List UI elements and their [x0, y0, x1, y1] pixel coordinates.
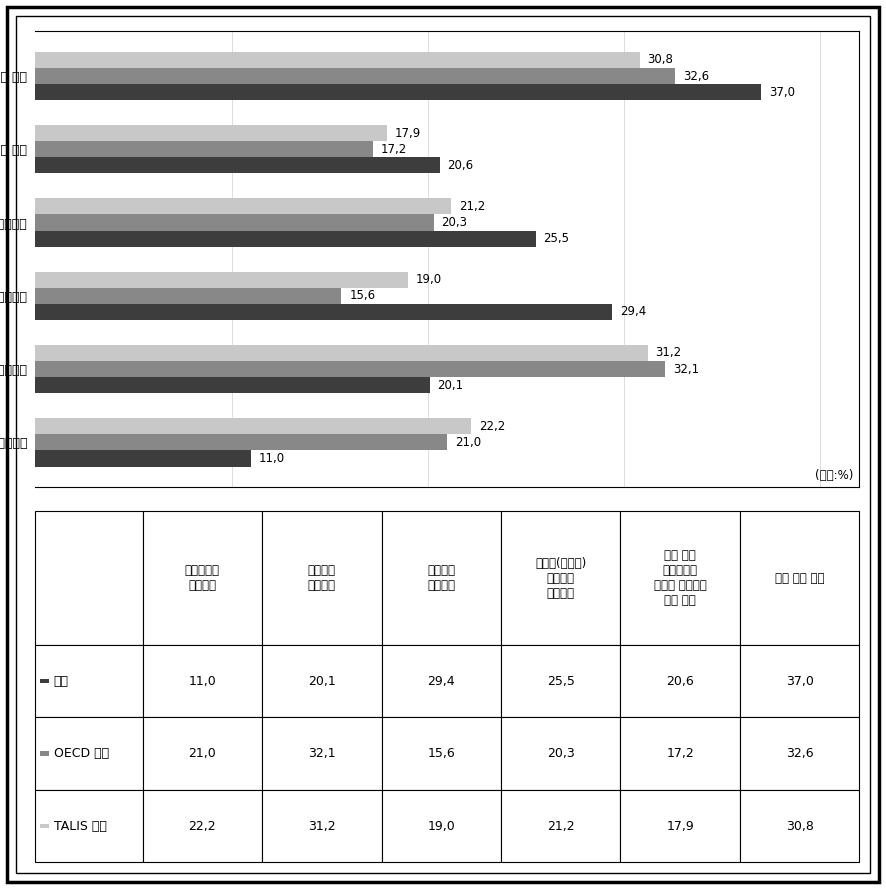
FancyBboxPatch shape [501, 645, 620, 717]
FancyBboxPatch shape [620, 717, 740, 789]
Text: 32,1: 32,1 [308, 747, 336, 760]
Bar [35, 361, 665, 377]
FancyBboxPatch shape [262, 511, 382, 645]
Text: 지원 인력 부족: 지원 인력 부족 [775, 572, 825, 585]
Text: 17,9: 17,9 [394, 126, 421, 140]
FancyBboxPatch shape [382, 645, 501, 717]
Text: 31,2: 31,2 [308, 820, 336, 833]
Text: 17,2: 17,2 [381, 143, 407, 156]
Bar [35, 157, 439, 173]
Text: 29,4: 29,4 [427, 675, 455, 687]
FancyBboxPatch shape [740, 645, 859, 717]
Text: 37,0: 37,0 [786, 675, 813, 687]
FancyBboxPatch shape [740, 789, 859, 862]
FancyBboxPatch shape [740, 717, 859, 789]
Bar [35, 288, 341, 304]
Bar [35, 451, 252, 467]
FancyBboxPatch shape [382, 717, 501, 789]
Bar [35, 52, 640, 68]
FancyBboxPatch shape [35, 645, 143, 717]
Text: 특수교육
교사부족: 특수교육 교사부족 [307, 565, 336, 592]
Text: 11,0: 11,0 [189, 675, 216, 687]
Text: 20,6: 20,6 [447, 159, 473, 172]
Bar [35, 198, 451, 214]
Bar [35, 377, 430, 393]
FancyBboxPatch shape [143, 717, 262, 789]
Text: 20,1: 20,1 [438, 379, 463, 392]
Bar [35, 435, 447, 451]
Text: 다언어(다문화)
교육역량
교사부족: 다언어(다문화) 교육역량 교사부족 [535, 557, 587, 599]
Text: 17,9: 17,9 [666, 820, 694, 833]
FancyBboxPatch shape [143, 511, 262, 645]
FancyBboxPatch shape [35, 717, 143, 789]
Text: 21,2: 21,2 [547, 820, 574, 833]
Text: 15,6: 15,6 [349, 289, 376, 302]
Text: 32,1: 32,1 [673, 363, 699, 375]
Text: 30,8: 30,8 [786, 820, 813, 833]
Bar [35, 272, 408, 288]
FancyBboxPatch shape [35, 511, 143, 645]
Text: (단위:%): (단위:%) [815, 469, 853, 482]
Text: 21,0: 21,0 [189, 747, 216, 760]
Text: 32,6: 32,6 [683, 69, 709, 83]
Text: 32,6: 32,6 [786, 747, 813, 760]
Text: 한국: 한국 [53, 675, 68, 687]
FancyBboxPatch shape [382, 511, 501, 645]
FancyBboxPatch shape [382, 789, 501, 862]
FancyBboxPatch shape [143, 789, 262, 862]
Text: 자격증소지
교사부족: 자격증소지 교사부족 [185, 565, 220, 592]
FancyBboxPatch shape [740, 511, 859, 645]
FancyBboxPatch shape [501, 511, 620, 645]
Text: 11,0: 11,0 [259, 452, 285, 465]
Bar [35, 304, 612, 320]
Text: 17,2: 17,2 [666, 747, 694, 760]
Text: 25,5: 25,5 [547, 675, 575, 687]
Bar [40, 751, 50, 756]
Text: 20,3: 20,3 [547, 747, 575, 760]
Text: 22,2: 22,2 [189, 820, 216, 833]
Text: 21,2: 21,2 [459, 200, 486, 213]
FancyBboxPatch shape [620, 789, 740, 862]
Bar [40, 679, 50, 683]
Text: 20,1: 20,1 [308, 675, 336, 687]
Text: 37,0: 37,0 [769, 85, 795, 99]
Bar [35, 214, 433, 230]
FancyBboxPatch shape [501, 789, 620, 862]
FancyBboxPatch shape [620, 511, 740, 645]
Text: TALIS 평균: TALIS 평균 [53, 820, 106, 833]
Text: 취약 계층
학생지도에
적합한 역량갖춘
교사 부족: 취약 계층 학생지도에 적합한 역량갖춘 교사 부족 [654, 549, 706, 607]
Text: 21,0: 21,0 [455, 436, 481, 449]
Text: 30,8: 30,8 [648, 53, 673, 67]
Text: 직업교육
교사부족: 직업교육 교사부족 [427, 565, 455, 592]
Bar [35, 125, 386, 141]
Text: 25,5: 25,5 [543, 232, 570, 245]
Bar [35, 68, 675, 84]
FancyBboxPatch shape [35, 789, 143, 862]
FancyBboxPatch shape [501, 717, 620, 789]
Text: 29,4: 29,4 [620, 306, 646, 318]
FancyBboxPatch shape [262, 789, 382, 862]
FancyBboxPatch shape [143, 645, 262, 717]
Text: 22,2: 22,2 [478, 420, 505, 433]
Bar [40, 824, 50, 829]
Bar [35, 418, 471, 435]
Bar [35, 345, 648, 361]
Text: 20,3: 20,3 [441, 216, 468, 229]
FancyBboxPatch shape [620, 645, 740, 717]
Bar [35, 230, 536, 247]
Text: OECD 평균: OECD 평균 [53, 747, 109, 760]
Text: 20,6: 20,6 [666, 675, 694, 687]
Text: 19,0: 19,0 [427, 820, 455, 833]
FancyBboxPatch shape [262, 645, 382, 717]
Text: 19,0: 19,0 [416, 273, 442, 286]
Text: 15,6: 15,6 [427, 747, 455, 760]
Bar [35, 84, 761, 100]
Bar [35, 141, 373, 157]
Text: 31,2: 31,2 [656, 347, 681, 359]
FancyBboxPatch shape [262, 717, 382, 789]
